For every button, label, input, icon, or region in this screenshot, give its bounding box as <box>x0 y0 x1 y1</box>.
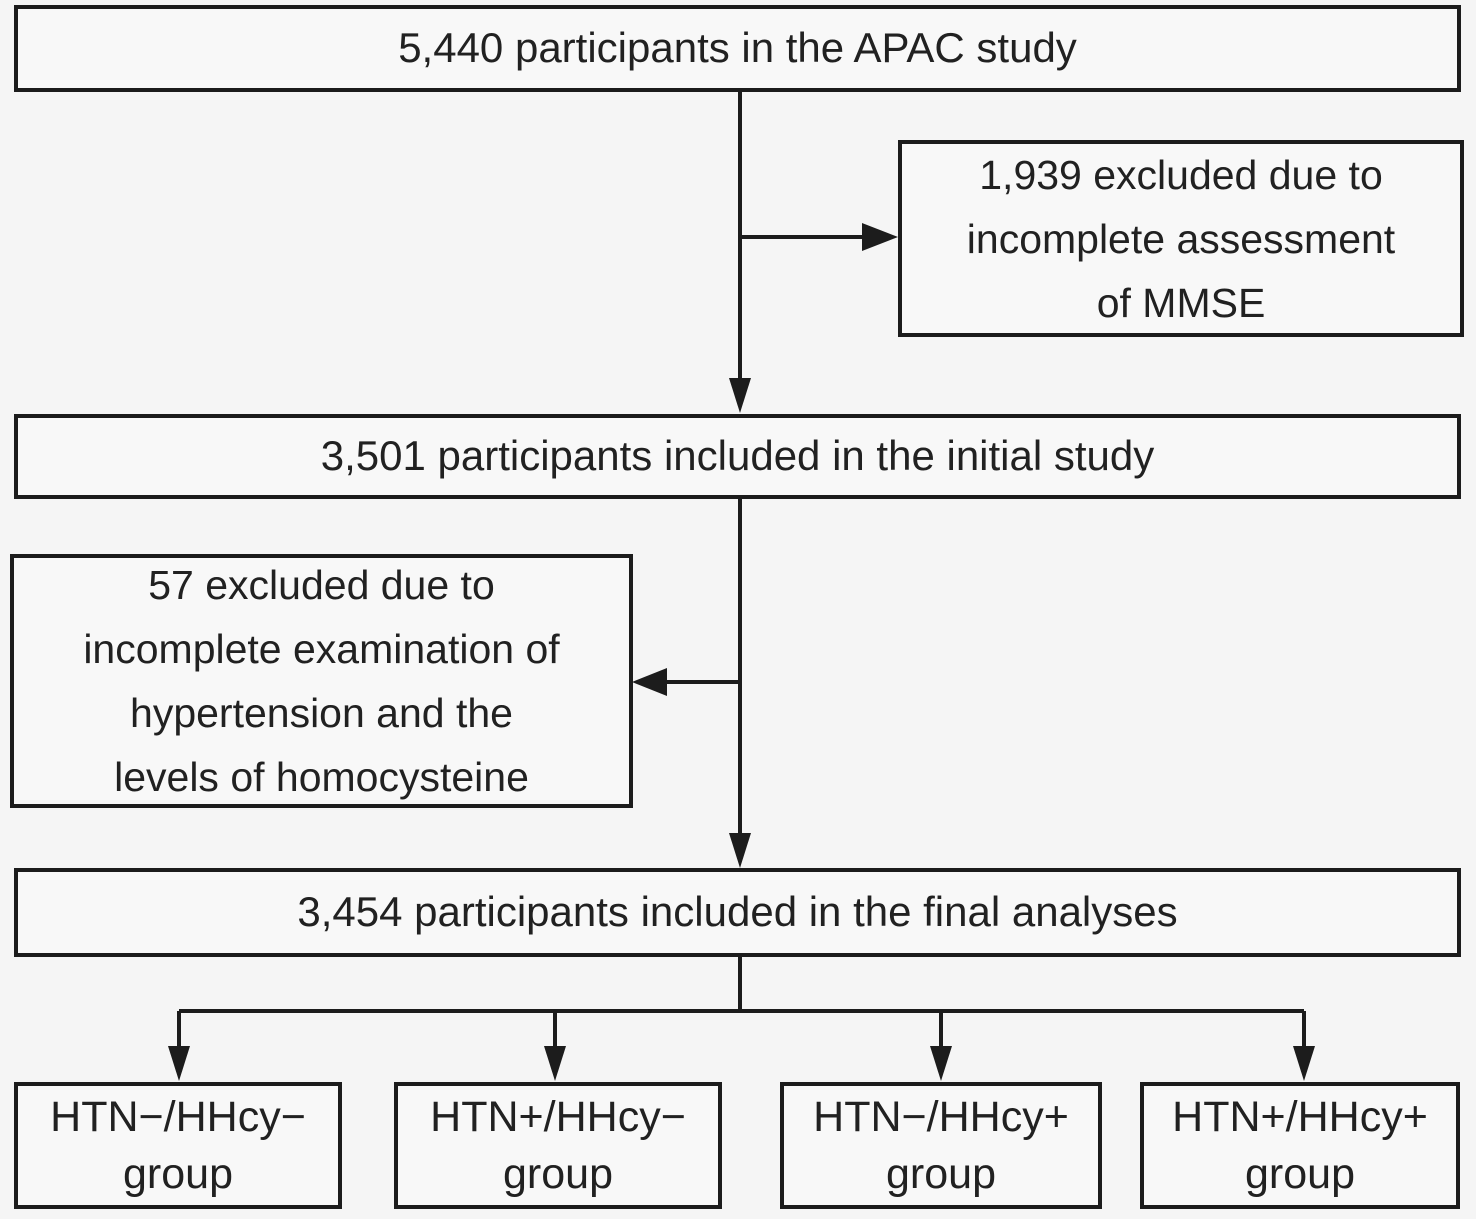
excluded-hypertension-line-4: levels of homocysteine <box>114 754 529 800</box>
group-0-suffix: group <box>123 1149 233 1198</box>
excluded-hypertension-line-1: 57 excluded due to <box>148 562 495 608</box>
arrowhead-left-htn-icon <box>632 668 667 696</box>
box-group-htn-pos-hhcy-neg: HTN+/HHcy− group <box>394 1082 722 1209</box>
arrowhead-down-group-2-icon <box>930 1046 952 1081</box>
arrowhead-down-group-3-icon <box>1293 1046 1315 1081</box>
excluded-hypertension-line-2: incomplete examination of <box>83 626 560 672</box>
box-initial-study: 3,501 participants included in the initi… <box>14 414 1461 499</box>
box-group-htn-pos-hhcy-pos: HTN+/HHcy+ group <box>1140 1082 1460 1209</box>
arrowhead-down-initial-icon <box>729 378 751 413</box>
group-2-label: HTN−/HHcy+ <box>813 1092 1069 1141</box>
box-final-analyses: 3,454 participants included in the final… <box>14 868 1461 957</box>
box-apac-study-text: 5,440 participants in the APAC study <box>398 24 1077 72</box>
box-excluded-hypertension: 57 excluded due to incomplete examinatio… <box>10 554 633 808</box>
box-group-htn-neg-hhcy-neg: HTN−/HHcy− group <box>14 1082 342 1209</box>
excluded-mmse-line-3: of MMSE <box>1096 279 1266 326</box>
box-final-analyses-text: 3,454 participants included in the final… <box>297 888 1178 936</box>
box-group-htn-neg-hhcy-pos: HTN−/HHcy+ group <box>780 1082 1102 1209</box>
arrowhead-down-group-0-icon <box>168 1046 190 1081</box>
box-apac-study: 5,440 participants in the APAC study <box>14 5 1461 92</box>
arrowhead-down-final-icon <box>729 833 751 868</box>
excluded-mmse-line-2: incomplete assessment <box>966 215 1396 262</box>
excluded-mmse-line-1: 1,939 excluded due to <box>979 151 1383 198</box>
group-2-suffix: group <box>886 1149 996 1198</box>
box-excluded-mmse: 1,939 excluded due to incomplete assessm… <box>898 140 1464 337</box>
group-1-label: HTN+/HHcy− <box>430 1092 686 1141</box>
arrowhead-down-group-1-icon <box>544 1046 566 1081</box>
arrowhead-right-mmse-icon <box>862 223 898 251</box>
group-1-suffix: group <box>503 1149 613 1198</box>
group-3-suffix: group <box>1245 1149 1355 1198</box>
box-initial-study-text: 3,501 participants included in the initi… <box>320 432 1155 480</box>
excluded-hypertension-line-3: hypertension and the <box>130 690 513 736</box>
group-3-label: HTN+/HHcy+ <box>1172 1092 1428 1141</box>
group-0-label: HTN−/HHcy− <box>50 1092 306 1141</box>
